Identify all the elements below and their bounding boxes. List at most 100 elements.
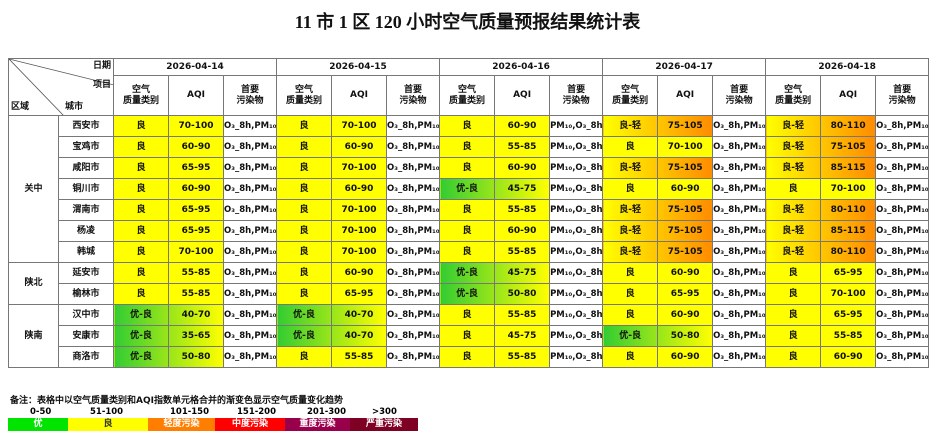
note: 备注：表格中以空气质量类别和AQI指数单元格合并的渐变色显示空气质量变化趋势 bbox=[10, 396, 343, 406]
category-cell: 良 bbox=[276, 262, 333, 284]
region-cell: 关中 bbox=[8, 115, 59, 263]
pollutant-cell: O₃_8h,PM₁₀ bbox=[386, 241, 441, 263]
aqi-cell: 85-115 bbox=[820, 157, 877, 179]
pollutant-cell: PM₁₀,O₃_8h bbox=[549, 136, 604, 158]
category-cell: 良 bbox=[113, 199, 169, 221]
aqi-cell: 70-100 bbox=[168, 241, 224, 263]
pollutant-cell: O₃_8h,PM₁₀ bbox=[386, 115, 441, 137]
category-cell: 良 bbox=[276, 283, 333, 305]
aqi-cell: 70-100 bbox=[168, 115, 224, 137]
aqi-cell: 60-90 bbox=[657, 178, 714, 200]
aqi-cell: 70-100 bbox=[331, 199, 388, 221]
legend-item: 51-100 良 bbox=[68, 406, 148, 431]
pollutant-cell: O₃_8h,PM₁₀ bbox=[875, 283, 930, 305]
aqi-cell: 45-75 bbox=[494, 325, 551, 347]
pollutant-cell: PM₁₀,O₃_8h bbox=[549, 325, 604, 347]
category-cell: 良 bbox=[439, 304, 496, 326]
category-cell: 良 bbox=[765, 178, 822, 200]
aqi-cell: 70-100 bbox=[820, 283, 877, 305]
pollutant-cell: O₃_8h,PM₁₀ bbox=[386, 220, 441, 242]
aqi-cell: 70-100 bbox=[331, 157, 388, 179]
aqi-cell: 60-90 bbox=[820, 346, 877, 368]
pollutant-cell: PM₁₀,O₃_8h bbox=[549, 178, 604, 200]
aqi-cell: 60-90 bbox=[168, 178, 224, 200]
pollutant-cell: O₃_8h,PM₁₀ bbox=[386, 304, 441, 326]
pollutant-cell: O₃_8h,PM₁₀ bbox=[712, 199, 767, 221]
item-label: 项目 bbox=[92, 80, 111, 90]
aqi-cell: 70-100 bbox=[820, 178, 877, 200]
column-header: AQI bbox=[657, 75, 714, 116]
city-cell: 铜川市 bbox=[58, 178, 114, 200]
legend-swatch: 严重污染 bbox=[350, 418, 418, 431]
aqi-cell: 65-95 bbox=[168, 220, 224, 242]
aqi-cell: 60-90 bbox=[331, 178, 388, 200]
legend-item: 101-150 轻度污染 bbox=[148, 406, 215, 431]
pollutant-cell: O₃_8h,PM₁₀ bbox=[386, 157, 441, 179]
legend-item: >300 严重污染 bbox=[350, 406, 418, 431]
pollutant-cell: PM₁₀,O₃_8h bbox=[549, 115, 604, 137]
aqi-cell: 55-85 bbox=[494, 241, 551, 263]
category-cell: 良 bbox=[113, 283, 169, 305]
aqi-cell: 65-95 bbox=[657, 283, 714, 305]
pollutant-cell: O₃_8h,PM₁₀ bbox=[875, 262, 930, 284]
date-header: 2026-04-17 bbox=[602, 58, 767, 76]
column-header: AQI bbox=[820, 75, 877, 116]
legend-range: 151-200 bbox=[237, 407, 277, 417]
category-cell: 良 bbox=[439, 325, 496, 347]
category-cell: 良 bbox=[439, 346, 496, 368]
column-header: 首要 污染物 bbox=[875, 75, 930, 116]
category-cell: 优-良 bbox=[439, 178, 496, 200]
pollutant-cell: O₃_8h,PM₁₀ bbox=[712, 325, 767, 347]
region-label: 区域 bbox=[11, 102, 30, 112]
city-cell: 咸阳市 bbox=[58, 157, 114, 179]
city-row: 陕南 汉中市 优-良 40-70 O₃_8h,PM₁₀ 优-良 40-70 O₃_8h,PM₁… bbox=[8, 304, 930, 368]
category-cell: 良 bbox=[439, 115, 496, 137]
category-cell: 良-轻 bbox=[602, 220, 659, 242]
city-row: 安康市 优-良 35-65 O₃_8h,PM₁₀ 优-良 40-70 O₃_8h,PM₁₀ 良… bbox=[9, 325, 930, 347]
legend-swatch: 中度污染 bbox=[215, 418, 285, 431]
category-cell: 良 bbox=[276, 346, 333, 368]
category-cell: 良 bbox=[602, 283, 659, 305]
pollutant-cell: O₃_8h,PM₁₀ bbox=[875, 220, 930, 242]
table-title: 11 市 1 区 120 小时空气质量预报结果统计表 bbox=[294, 12, 641, 32]
category-cell: 良 bbox=[602, 178, 659, 200]
category-cell: 良 bbox=[276, 241, 333, 263]
category-cell: 优-良 bbox=[113, 346, 169, 368]
category-cell: 良-轻 bbox=[602, 157, 659, 179]
aqi-cell: 55-85 bbox=[820, 325, 877, 347]
aqi-cell: 70-100 bbox=[331, 220, 388, 242]
region-cell: 陕南 bbox=[8, 304, 59, 368]
city-cell: 延安市 bbox=[58, 262, 114, 284]
pollutant-cell: O₃_8h,PM₁₀ bbox=[712, 178, 767, 200]
date-header: 2026-04-16 bbox=[439, 58, 604, 76]
aqi-cell: 45-75 bbox=[494, 178, 551, 200]
city-cell: 渭南市 bbox=[58, 199, 114, 221]
aqi-cell: 40-70 bbox=[168, 304, 224, 326]
column-header: 空气 质量类别 bbox=[602, 75, 659, 116]
category-cell: 良 bbox=[765, 346, 822, 368]
pollutant-cell: O₃_8h,PM₁₀ bbox=[712, 262, 767, 284]
column-header: AQI bbox=[331, 75, 388, 116]
city-row: 宝鸡市良 60-90 O₃_8h,PM₁₀ 良 60-90 O₃_8h,PM₁₀ 良 55-8… bbox=[9, 136, 930, 158]
category-cell: 优-良 bbox=[113, 325, 169, 347]
pollutant-cell: O₃_8h,PM₁₀ bbox=[712, 115, 767, 137]
header-row: 日期 项目 区域 城市 2026-04-14 2026-04-15 2026-04-16 20… bbox=[8, 58, 930, 116]
pollutant-cell: O₃_8h,PM₁₀ bbox=[875, 199, 930, 221]
pollutant-cell: O₃_8h,PM₁₀ bbox=[386, 199, 441, 221]
date-header: 2026-04-18 bbox=[765, 58, 930, 76]
aqi-cell: 65-95 bbox=[820, 304, 877, 326]
city-row: 关中 西安市良 70-100 O₃_8h,PM₁₀ 良 70-100 O₃_8h,PM₁₀ 良… bbox=[8, 115, 930, 263]
legend-range: 51-100 bbox=[90, 407, 124, 417]
category-cell: 良-轻 bbox=[765, 199, 822, 221]
pollutant-cell: O₃_8h,PM₁₀ bbox=[712, 241, 767, 263]
pollutant-cell: O₃_8h,PM₁₀ bbox=[875, 346, 930, 368]
pollutant-cell: O₃_8h,PM₁₀ bbox=[712, 346, 767, 368]
category-cell: 良 bbox=[113, 262, 169, 284]
pollutant-cell: O₃_8h,PM₁₀ bbox=[386, 283, 441, 305]
date-label: 日期 bbox=[92, 61, 111, 71]
aqi-cell: 75-105 bbox=[657, 199, 714, 221]
category-cell: 良 bbox=[602, 346, 659, 368]
pollutant-cell: O₃_8h,PM₁₀ bbox=[222, 346, 278, 368]
aqi-cell: 80-110 bbox=[820, 241, 877, 263]
category-cell: 良-轻 bbox=[765, 220, 822, 242]
